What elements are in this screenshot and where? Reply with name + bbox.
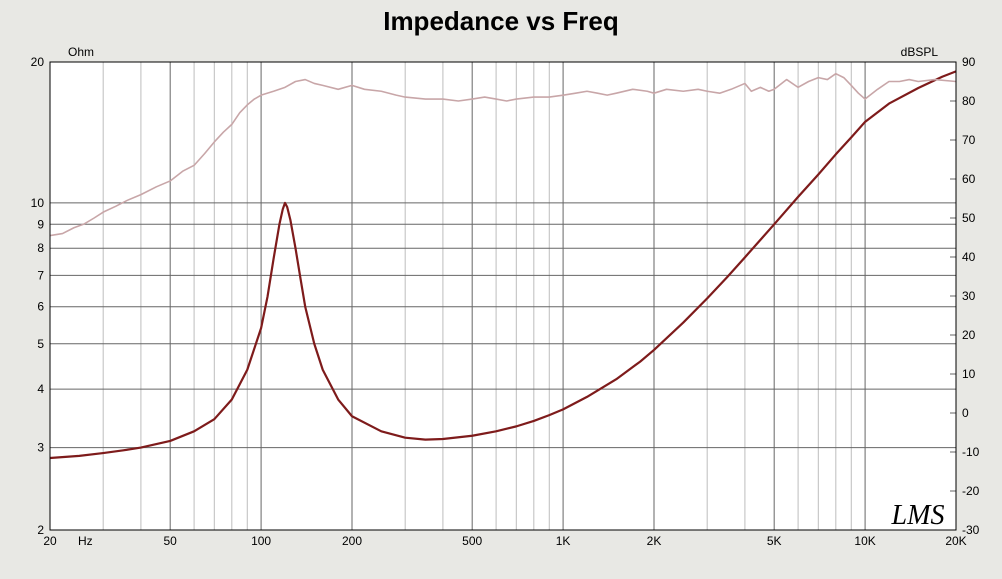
svg-text:30: 30	[962, 289, 976, 303]
svg-text:-30: -30	[962, 523, 980, 537]
x-axis-unit: Hz	[78, 534, 93, 548]
chart-svg: 20501002005001K2K5K10K20KHz234567891020O…	[0, 0, 1002, 579]
svg-text:70: 70	[962, 133, 976, 147]
svg-text:50: 50	[163, 534, 177, 548]
svg-text:-10: -10	[962, 445, 980, 459]
svg-text:3: 3	[37, 441, 44, 455]
svg-text:20: 20	[43, 534, 57, 548]
svg-text:2: 2	[37, 523, 44, 537]
svg-text:200: 200	[342, 534, 362, 548]
y-right-unit: dBSPL	[901, 45, 939, 59]
svg-text:500: 500	[462, 534, 482, 548]
svg-text:50: 50	[962, 211, 976, 225]
impedance-chart: 20501002005001K2K5K10K20KHz234567891020O…	[0, 0, 1002, 579]
svg-text:4: 4	[37, 382, 44, 396]
svg-text:6: 6	[37, 300, 44, 314]
svg-text:5: 5	[37, 337, 44, 351]
svg-text:20: 20	[31, 55, 45, 69]
svg-text:60: 60	[962, 172, 976, 186]
svg-text:9: 9	[37, 217, 44, 231]
svg-text:80: 80	[962, 94, 976, 108]
watermark: LMS	[891, 500, 945, 531]
svg-text:20: 20	[962, 328, 976, 342]
svg-text:10: 10	[962, 367, 976, 381]
svg-text:-20: -20	[962, 484, 980, 498]
svg-text:0: 0	[962, 406, 969, 420]
chart-title: Impedance vs Freq	[383, 6, 619, 36]
y-left-unit: Ohm	[68, 45, 94, 59]
svg-text:100: 100	[251, 534, 271, 548]
svg-text:90: 90	[962, 55, 976, 69]
svg-text:8: 8	[37, 241, 44, 255]
svg-text:10: 10	[31, 196, 45, 210]
svg-text:7: 7	[37, 268, 44, 282]
svg-text:10K: 10K	[854, 534, 875, 548]
svg-text:1K: 1K	[556, 534, 571, 548]
svg-text:2K: 2K	[647, 534, 662, 548]
svg-text:5K: 5K	[767, 534, 782, 548]
svg-text:40: 40	[962, 250, 976, 264]
